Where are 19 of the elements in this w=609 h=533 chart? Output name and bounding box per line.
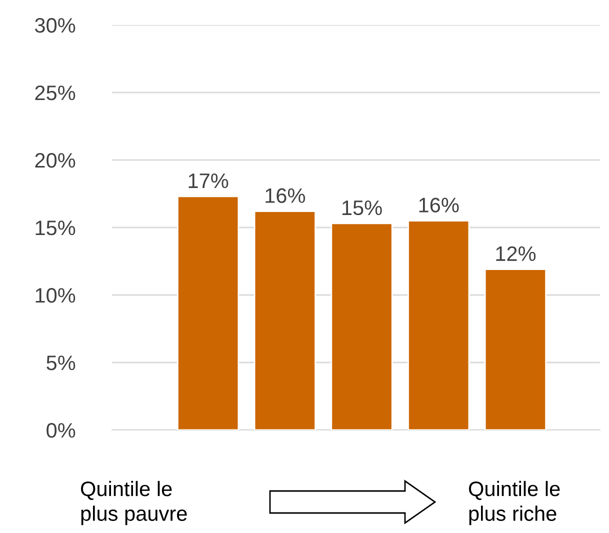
bar bbox=[484, 268, 547, 430]
text: Quintile le plus riche bbox=[468, 480, 560, 526]
bar bbox=[177, 196, 240, 430]
y-tick-label: 30% bbox=[34, 18, 76, 33]
data-label: 12% bbox=[496, 246, 536, 261]
y-tick-label: 10% bbox=[36, 288, 76, 303]
data-label: 15% bbox=[342, 200, 382, 216]
y-tick-label: 0% bbox=[46, 423, 76, 438]
y-tick-label: 25% bbox=[35, 86, 76, 100]
y-tick-label: 20% bbox=[35, 153, 76, 168]
data-label: 16% bbox=[419, 198, 459, 212]
text: Quintile le plus pauvre bbox=[80, 480, 187, 526]
bar bbox=[408, 220, 470, 430]
y-tick-label: 5% bbox=[46, 356, 76, 370]
data-label: 16% bbox=[266, 188, 306, 204]
y-tick-label: 15% bbox=[36, 220, 76, 236]
data-label: 17% bbox=[188, 174, 228, 188]
bar bbox=[254, 210, 316, 430]
bar bbox=[330, 222, 393, 430]
